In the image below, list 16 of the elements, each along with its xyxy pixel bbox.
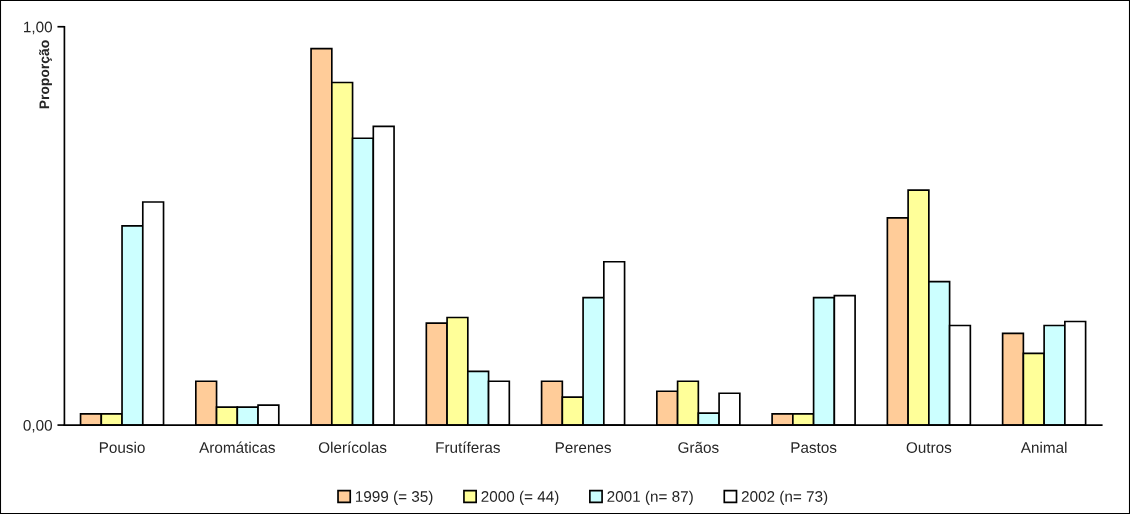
x-tick-label: Frutíferas — [436, 441, 500, 453]
legend-label: 1999 (= 35) — [355, 490, 433, 505]
x-tick-label: Animal — [1020, 441, 1067, 453]
legend-label: 2000 (= 44) — [481, 490, 559, 505]
x-tick-label: Aromáticas — [199, 441, 275, 453]
x-tick-label: Outros — [906, 442, 952, 453]
x-tick-label: Grãos — [678, 441, 719, 453]
legend-label: 2002 (n= 73) — [741, 490, 828, 505]
x-tick-label: Pastos — [791, 442, 837, 453]
x-tick-label: Perenes — [555, 442, 611, 453]
legend-label: 2001 (n= 87) — [607, 490, 693, 505]
y-axis-title: Proporção — [39, 40, 52, 109]
y-tick-label: 0,00 — [23, 419, 53, 433]
y-tick-label: 1,00 — [24, 21, 53, 35]
x-tick-label: Olerícolas — [318, 441, 387, 453]
x-tick-label: Pousio — [99, 441, 145, 453]
